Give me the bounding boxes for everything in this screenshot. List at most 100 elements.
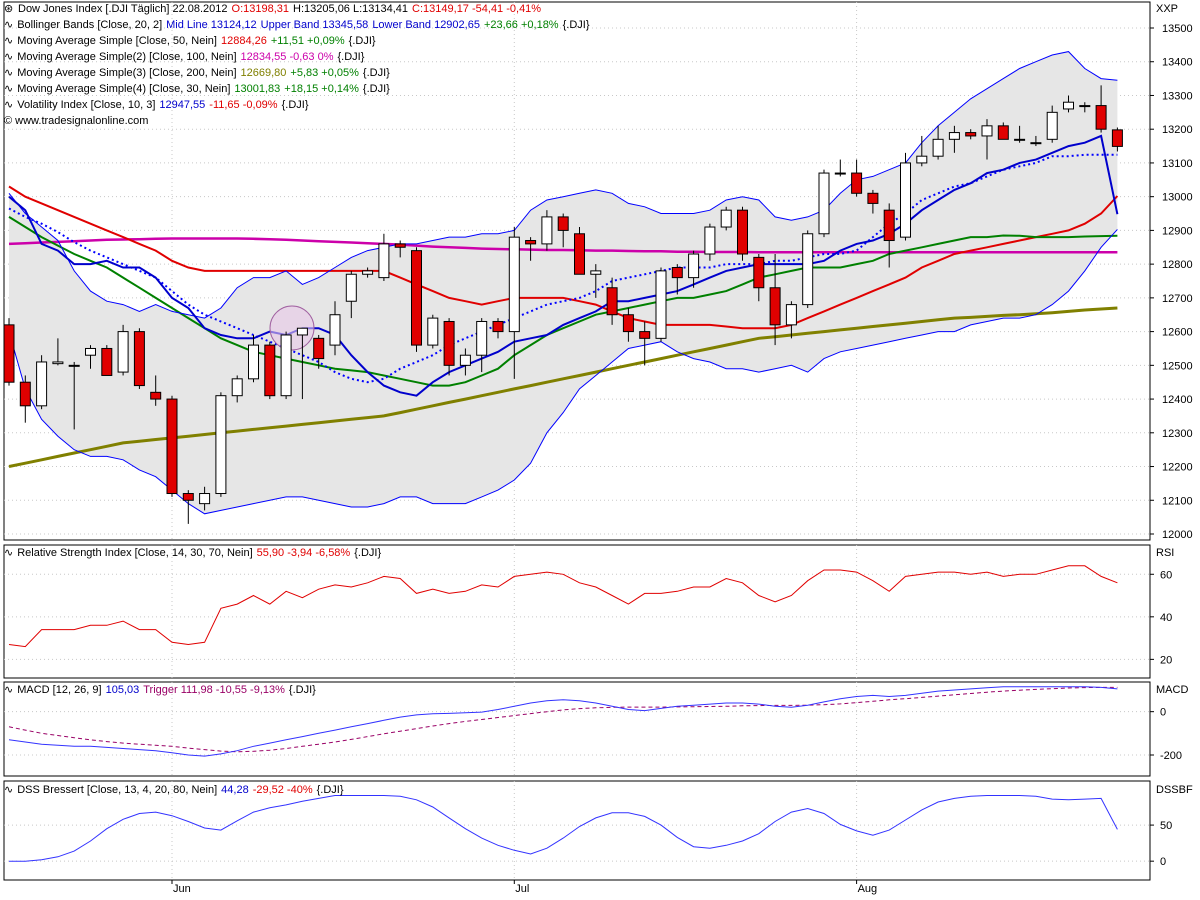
y-tick-label: 12800 (1162, 259, 1193, 271)
ma200-name: Moving Average Simple(3) [Close, 200, Ne… (17, 67, 237, 79)
candle-body (1030, 142, 1042, 145)
panel-frame-2 (3, 681, 1151, 777)
candle-body (590, 270, 602, 275)
bb-change: +23,66 +0,18% (483, 19, 559, 31)
candle-body (52, 361, 64, 365)
candle-body (248, 344, 259, 380)
candle-body (737, 209, 748, 255)
candle-body (671, 267, 683, 279)
candle-body (997, 125, 1009, 140)
y-tick-label: 12200 (1162, 462, 1193, 474)
ma200-line (8, 306, 1118, 468)
candle-body (378, 243, 390, 279)
candle-body (851, 172, 863, 194)
ma100-sym: {.DJI} (337, 51, 365, 63)
candle-body (900, 162, 911, 238)
candle-body (166, 398, 178, 495)
y-tick-label: 0 (1160, 707, 1166, 719)
ma200-change: +5,83 +0,05% (290, 67, 359, 79)
header-open: O:13198,31 (231, 3, 290, 15)
candle-body (785, 304, 797, 326)
candle-body (622, 314, 634, 333)
candle-body (427, 317, 439, 346)
y-tick-label: 60 (1160, 569, 1172, 581)
vol-name: Volatility Index [Close, 10, 3] (17, 99, 156, 111)
ma50-sym: {.DJI} (348, 35, 376, 47)
dss-line (9, 795, 1118, 862)
y-tick-label: 12500 (1162, 360, 1193, 372)
candle-body (492, 320, 504, 333)
bb-sym: {.DJI} (562, 19, 590, 31)
vol-change: -11,65 -0,09% (209, 99, 278, 111)
candle-body (688, 253, 700, 279)
candle-body (655, 270, 667, 339)
candle-body (704, 226, 716, 255)
candle-body (525, 240, 537, 245)
y-tick-label: 12600 (1162, 327, 1193, 339)
y-tick-label: 12900 (1162, 225, 1193, 237)
header-marker-icon: ⊛ (4, 3, 14, 15)
macd-panel-title: MACD (1156, 684, 1189, 696)
bb-lower: Lower Band 12902,65 (372, 19, 480, 31)
candle-body (101, 347, 113, 376)
candle-body (753, 256, 765, 289)
candle-body (133, 331, 145, 387)
header-close: C:13149,17 -54,41 -0,41% (412, 3, 542, 15)
candle-body (1079, 105, 1091, 108)
dss-name: DSS Bressert [Close, 13, 4, 20, 80, Nein… (17, 784, 218, 796)
x-tick-label: Jun (173, 883, 191, 895)
ma50-val: 12884,26 (220, 35, 267, 47)
rsi-sym: {.DJI} (354, 547, 382, 559)
macd-legend: ∿ MACD [12, 26, 9] 105,03 Trigger 111,98 -1… (4, 682, 320, 698)
bb-upper: Upper Band 13345,58 (260, 19, 369, 31)
candle-body (1095, 105, 1107, 130)
candle-body (182, 493, 194, 501)
candle-body (215, 395, 227, 495)
ma200-val: 12669,80 (240, 67, 287, 79)
candle-body (394, 243, 406, 248)
x-tick-label: Jul (515, 883, 529, 895)
candle-body (313, 337, 325, 360)
candle-body (557, 216, 569, 231)
symbol-label: XXP (1156, 3, 1179, 15)
candle-body (411, 250, 422, 346)
candle-body (818, 172, 830, 235)
dss-legend: ∿ DSS Bressert [Close, 13, 4, 20, 80, Nei… (4, 782, 348, 798)
ma30-icon: ∿ (4, 83, 14, 95)
candle-body (36, 361, 48, 407)
bb-legend: ∿ Bollinger Bands [Close, 20, 2] Mid Line … (4, 17, 594, 33)
candle-body (19, 381, 31, 407)
ma200-legend: ∿ Moving Average Simple(3) [Close, 200, N… (4, 65, 394, 81)
y-tick-label: -200 (1160, 750, 1182, 762)
bb-name: Bollinger Bands [Close, 20, 2] (17, 19, 163, 31)
candle-body (280, 334, 292, 397)
y-tick-label: 50 (1160, 820, 1172, 832)
macd-name: MACD [12, 26, 9] (17, 684, 102, 696)
ma100-icon: ∿ (4, 51, 14, 63)
candle-body (1014, 138, 1026, 141)
candle-body (965, 132, 977, 137)
y-tick-label: 12000 (1162, 529, 1193, 541)
candle-body (1063, 101, 1074, 110)
bb-icon: ∿ (4, 19, 14, 31)
candle-body (834, 172, 846, 175)
candle-body (329, 314, 341, 346)
rsi-line (8, 565, 1118, 648)
dss-val: 44,28 (221, 784, 249, 796)
candle-body (117, 331, 129, 373)
vol-icon: ∿ (4, 99, 14, 111)
candle-body (199, 493, 211, 505)
volatility-line (8, 134, 1119, 397)
candle-body (883, 209, 895, 242)
candle-body (459, 354, 471, 366)
ma30-sym: {.DJI} (362, 83, 390, 95)
header-instrument: Dow Jones Index [.DJI Täglich] 22.08.201… (18, 3, 228, 15)
ma100-val: 12834,55 -0,63 0% (240, 51, 334, 63)
rsi-panel-title: RSI (1156, 547, 1175, 559)
candle-body (541, 216, 553, 245)
rsi-val: 55,90 -3,94 -6,58% (256, 547, 351, 559)
watermark: © www.tradesignalonline.com (4, 113, 152, 129)
ma50-line (8, 216, 1118, 387)
ma30-legend: ∿ Moving Average Simple(4) [Close, 30, Ne… (4, 81, 394, 97)
